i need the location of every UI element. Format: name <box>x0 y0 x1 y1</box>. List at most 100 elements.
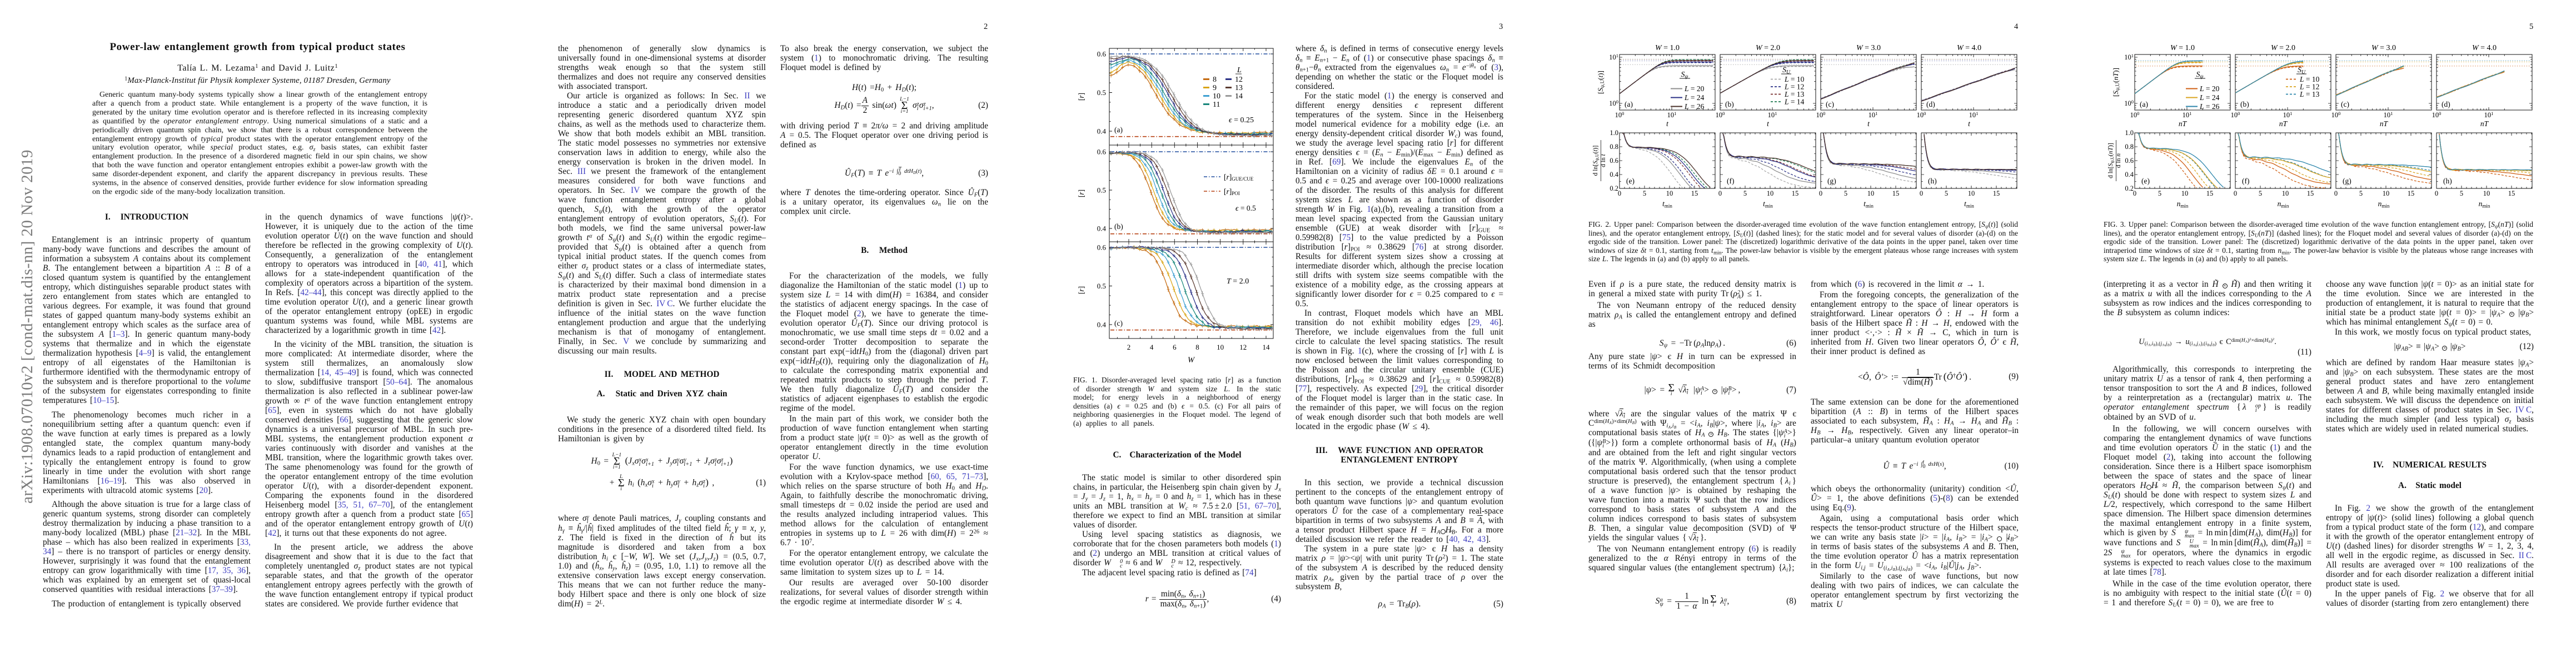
svg-text:(e): (e) <box>1626 177 1635 185</box>
svg-text:15: 15 <box>1892 190 1900 197</box>
svg-text:L = 26: L = 26 <box>2199 102 2220 111</box>
svg-text:15: 15 <box>1792 190 1799 197</box>
svg-text:0.5: 0.5 <box>1097 282 1106 290</box>
svg-text:(f): (f) <box>2242 177 2250 185</box>
svg-text:1.0: 1.0 <box>2125 129 2134 137</box>
svg-text:13: 13 <box>1235 84 1243 92</box>
svg-text:0.6: 0.6 <box>2125 157 2134 165</box>
svg-text:5: 5 <box>1743 190 1747 197</box>
svg-text:12: 12 <box>1235 76 1243 84</box>
svg-text:d ln t: d ln t <box>1600 153 1607 167</box>
svg-text:L = 20: L = 20 <box>1684 84 1705 93</box>
svg-text:0: 0 <box>2133 190 2136 197</box>
svg-text:100: 100 <box>1615 111 1625 119</box>
svg-text:10: 10 <box>1217 343 1224 351</box>
svg-text:L = 12: L = 12 <box>2299 83 2319 91</box>
svg-text:100: 100 <box>2231 111 2240 119</box>
svg-text:ϵ = 0.5: ϵ = 0.5 <box>1235 204 1256 212</box>
svg-text:15: 15 <box>2206 190 2214 197</box>
svg-text:0.5: 0.5 <box>1097 88 1106 97</box>
svg-text:0.4: 0.4 <box>2125 171 2134 178</box>
svg-text:0: 0 <box>1718 190 1722 197</box>
svg-text:W = 3.0: W = 3.0 <box>1856 44 1881 52</box>
svg-text:0.6: 0.6 <box>1097 50 1107 58</box>
svg-text:101: 101 <box>2283 111 2293 119</box>
svg-text:0.6: 0.6 <box>1097 148 1107 156</box>
svg-text:W = 1.0: W = 1.0 <box>1655 44 1680 52</box>
svg-text:L = 24: L = 24 <box>1684 93 1705 102</box>
svg-text:W = 2.0: W = 2.0 <box>2271 44 2295 52</box>
svg-text:100: 100 <box>2130 111 2140 119</box>
svg-text:L = 26: L = 26 <box>1684 102 1705 111</box>
svg-text:(b): (b) <box>1114 222 1123 231</box>
svg-text:nT: nT <box>2179 120 2188 128</box>
svg-text:101: 101 <box>1969 111 1979 119</box>
svg-text:10: 10 <box>1867 190 1875 197</box>
svg-text:15: 15 <box>2408 190 2415 197</box>
svg-text:t: t <box>1968 120 1971 128</box>
svg-text:101: 101 <box>1869 111 1878 119</box>
svg-text:d ln n: d ln n <box>2115 153 2122 168</box>
svg-text:[r]: [r] <box>1077 93 1085 101</box>
svg-text:100: 100 <box>1816 111 1826 119</box>
svg-text:W = 2.0: W = 2.0 <box>1756 44 1780 52</box>
svg-text:L = 10: L = 10 <box>2299 75 2320 83</box>
svg-text:15: 15 <box>2307 190 2314 197</box>
svg-text:5: 5 <box>2259 190 2262 197</box>
svg-text:tmin: tmin <box>1964 200 1974 209</box>
svg-text:0.4: 0.4 <box>1610 171 1618 178</box>
svg-text:0.2: 0.2 <box>1610 185 1618 192</box>
svg-text:5: 5 <box>1844 190 1847 197</box>
svg-text:15: 15 <box>1993 190 2000 197</box>
svg-text:0.6: 0.6 <box>1097 243 1107 252</box>
svg-text:d ln[Sψ,U(t)]: d ln[Sψ,U(t)] <box>1592 146 1600 176</box>
svg-text:10: 10 <box>2181 190 2189 197</box>
svg-text:2: 2 <box>1127 343 1131 351</box>
svg-text:tmin: tmin <box>1864 200 1874 209</box>
svg-text:nT: nT <box>2480 120 2489 128</box>
svg-text:T = 2.0: T = 2.0 <box>1227 277 1249 286</box>
svg-text:nT: nT <box>2380 120 2389 128</box>
svg-text:15: 15 <box>1691 190 1698 197</box>
svg-text:t: t <box>1666 120 1669 128</box>
svg-text:(a): (a) <box>1114 126 1123 134</box>
svg-text:ϵ = 0.25: ϵ = 0.25 <box>1229 116 1254 125</box>
svg-text:4: 4 <box>1150 343 1154 351</box>
svg-text:101: 101 <box>2124 53 2134 61</box>
svg-text:(g): (g) <box>2343 177 2351 185</box>
svg-text:1.0: 1.0 <box>1610 129 1618 137</box>
svg-text:(b): (b) <box>2240 100 2249 108</box>
svg-text:0: 0 <box>2234 190 2237 197</box>
svg-text:0: 0 <box>2334 190 2338 197</box>
svg-text:0: 0 <box>1920 190 1923 197</box>
svg-text:0: 0 <box>1618 190 1621 197</box>
svg-text:0.2: 0.2 <box>2125 185 2134 192</box>
svg-text:0.4: 0.4 <box>1097 225 1107 233</box>
svg-text:(c): (c) <box>1826 100 1834 108</box>
svg-text:0.6: 0.6 <box>1610 157 1618 165</box>
svg-text:(f): (f) <box>1727 177 1735 185</box>
svg-text:(a): (a) <box>1625 100 1633 108</box>
svg-text:tmin: tmin <box>1662 200 1672 209</box>
svg-text:101: 101 <box>2183 111 2192 119</box>
svg-text:(d): (d) <box>1926 100 1935 108</box>
svg-text:[r]POI: [r]POI <box>1224 187 1240 196</box>
svg-text:tmin: tmin <box>1763 200 1773 209</box>
svg-text:L = 13: L = 13 <box>2299 90 2320 98</box>
svg-text:100: 100 <box>1917 111 1926 119</box>
svg-text:nT: nT <box>2279 120 2288 128</box>
svg-text:10: 10 <box>1213 92 1220 101</box>
svg-text:101: 101 <box>2384 111 2393 119</box>
svg-text:L = 12: L = 12 <box>1784 83 1804 91</box>
svg-text:(e): (e) <box>2141 177 2150 185</box>
svg-text:[r]GUE/CUE: [r]GUE/CUE <box>1224 173 1254 182</box>
svg-text:(a): (a) <box>2140 100 2148 108</box>
svg-text:t: t <box>1767 120 1770 128</box>
svg-text:10: 10 <box>2282 190 2289 197</box>
svg-text:[r]: [r] <box>1077 286 1085 294</box>
svg-text:d ln[Sψ,U(nT)]: d ln[Sψ,U(nT)] <box>2107 143 2115 178</box>
svg-text:nmin: nmin <box>2479 200 2490 209</box>
svg-text:6: 6 <box>1173 343 1177 351</box>
svg-text:(c): (c) <box>1114 319 1123 327</box>
svg-text:(d): (d) <box>2442 100 2450 108</box>
